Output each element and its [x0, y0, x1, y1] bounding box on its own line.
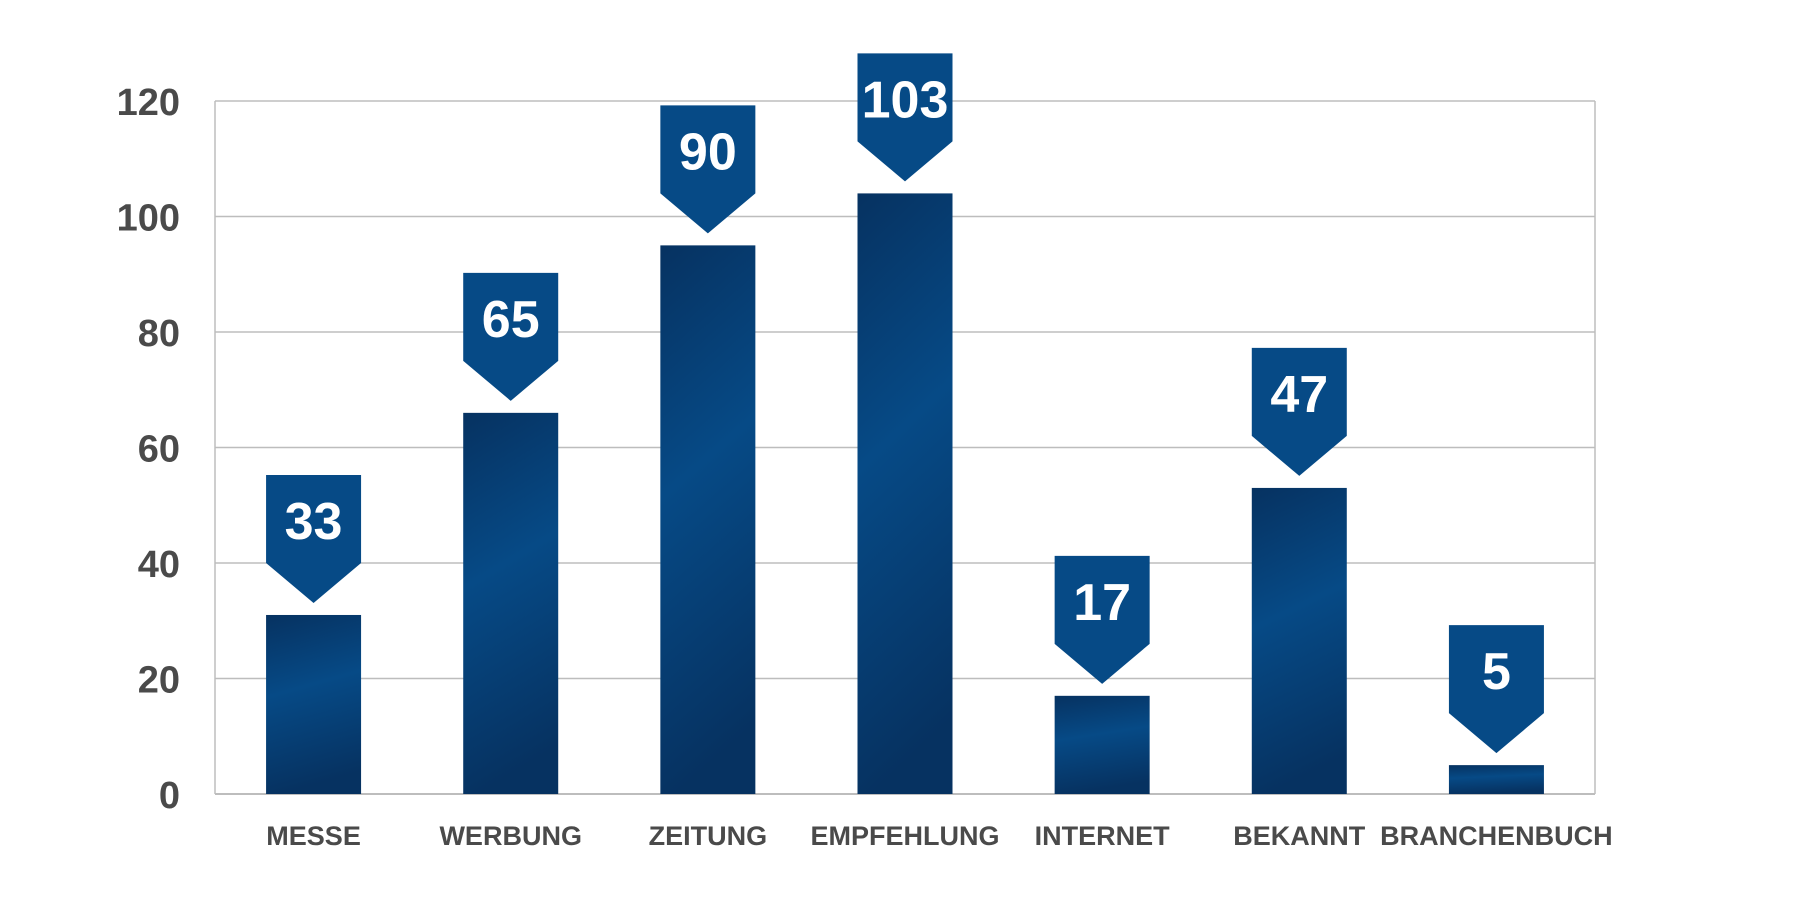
value-label-werbung: 65 [482, 291, 540, 349]
value-label-empfehlung: 103 [862, 71, 949, 129]
category-label-zeitung: ZEITUNG [649, 821, 768, 851]
y-tick-label: 120 [117, 82, 180, 124]
bar-branchenbuch [1448, 765, 1544, 794]
bar-werbung [463, 412, 559, 794]
value-label-zeitung: 90 [679, 123, 737, 181]
bars [266, 193, 1544, 794]
bar-bekannt [1251, 487, 1347, 794]
value-tag-empfehlung [857, 53, 953, 182]
value-tag-bekannt [1251, 347, 1347, 476]
value-label-branchenbuch: 5 [1482, 643, 1511, 701]
bar-empfehlung [857, 193, 953, 794]
value-tag-branchenbuch [1448, 625, 1544, 754]
category-label-bekannt: BEKANNT [1233, 821, 1366, 851]
category-label-empfehlung: EMPFEHLUNG [811, 821, 1000, 851]
bar-zeitung [660, 245, 756, 794]
value-tag-werbung [463, 272, 559, 401]
category-label-werbung: WERBUNG [439, 821, 582, 851]
y-tick-label: 100 [117, 198, 180, 240]
value-label-internet: 17 [1073, 574, 1131, 632]
x-axis-categories: MESSE WERBUNG ZEITUNG EMPFEHLUNG INTERNET BEK… [266, 821, 1612, 851]
value-tag-internet [1054, 555, 1150, 684]
y-tick-label: 20 [138, 660, 180, 702]
value-label-messe: 33 [285, 493, 343, 551]
y-tick-label: 0 [159, 775, 180, 817]
category-label-internet: INTERNET [1035, 821, 1171, 851]
bar-internet [1054, 695, 1150, 794]
value-labels: 33 65 90 103 17 47 5 [266, 53, 1544, 754]
y-tick-label: 60 [138, 429, 180, 471]
category-label-branchenbuch: BRANCHENBUCH [1380, 821, 1613, 851]
y-tick-label: 80 [138, 313, 180, 355]
value-tag-messe [266, 474, 362, 603]
category-label-messe: MESSE [266, 821, 361, 851]
bar-messe [266, 614, 362, 794]
value-label-bekannt: 47 [1270, 366, 1328, 424]
y-tick-label: 40 [138, 544, 180, 586]
value-tag-zeitung [660, 105, 756, 234]
y-axis-ticks: 0 20 40 60 80 100 120 [117, 82, 180, 817]
